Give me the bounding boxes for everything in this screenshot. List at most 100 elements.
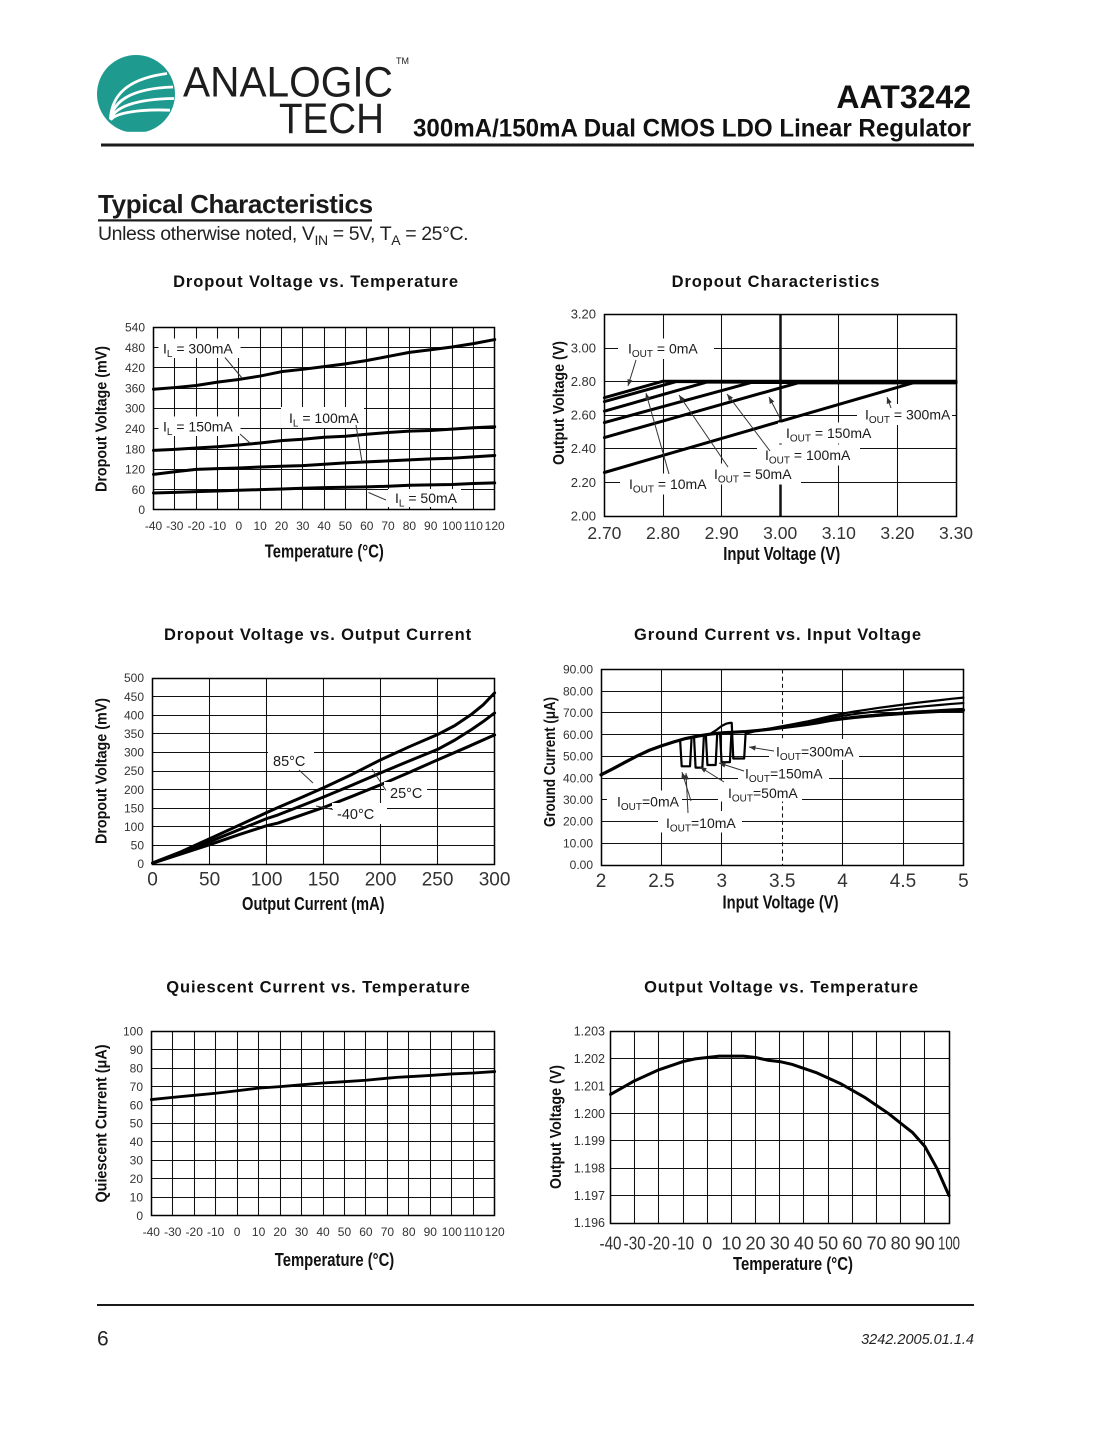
svg-text:40: 40 <box>316 1225 330 1239</box>
svg-text:3.20: 3.20 <box>880 523 914 543</box>
svg-text:2.90: 2.90 <box>705 523 739 543</box>
svg-text:0: 0 <box>235 519 242 533</box>
svg-text:300: 300 <box>479 870 511 891</box>
svg-text:540: 540 <box>125 321 145 335</box>
svg-text:60.00: 60.00 <box>563 728 593 742</box>
svg-text:4.5: 4.5 <box>890 871 916 892</box>
svg-text:70: 70 <box>130 1080 144 1094</box>
svg-text:10: 10 <box>130 1190 144 1204</box>
svg-text:300: 300 <box>124 746 144 760</box>
svg-text:85°C: 85°C <box>273 754 305 770</box>
svg-text:3242.2005.01.1.4: 3242.2005.01.1.4 <box>861 1332 974 1348</box>
svg-text:Output Current (mA): Output Current (mA) <box>242 893 385 914</box>
svg-text:60: 60 <box>842 1234 862 1254</box>
svg-text:80: 80 <box>891 1234 911 1254</box>
svg-text:420: 420 <box>125 361 145 375</box>
svg-text:0: 0 <box>702 1234 712 1254</box>
svg-text:3.10: 3.10 <box>822 523 856 543</box>
svg-text:-10: -10 <box>672 1234 694 1254</box>
svg-text:240: 240 <box>125 422 145 436</box>
svg-text:TM: TM <box>396 56 409 66</box>
svg-text:30: 30 <box>295 1225 309 1239</box>
svg-text:0: 0 <box>137 857 144 871</box>
svg-text:Dropout Voltage vs. Output Cur: Dropout Voltage vs. Output Current <box>164 626 472 644</box>
svg-text:-10: -10 <box>207 1225 225 1239</box>
svg-text:150: 150 <box>308 870 340 891</box>
svg-text:20: 20 <box>130 1172 144 1186</box>
svg-text:110: 110 <box>464 519 483 533</box>
svg-text:50: 50 <box>199 870 220 891</box>
svg-text:Temperature (°C): Temperature (°C) <box>733 1253 853 1274</box>
svg-text:Dropout Voltage (mV): Dropout Voltage (mV) <box>94 346 111 492</box>
svg-text:-40: -40 <box>145 519 163 533</box>
svg-text:50: 50 <box>338 1225 352 1239</box>
svg-text:100: 100 <box>251 870 283 891</box>
svg-text:1.199: 1.199 <box>574 1134 605 1148</box>
svg-text:20: 20 <box>746 1234 766 1254</box>
svg-text:180: 180 <box>125 442 145 456</box>
svg-text:25°C: 25°C <box>390 786 422 802</box>
svg-text:2: 2 <box>596 871 607 892</box>
svg-text:0: 0 <box>234 1225 241 1239</box>
svg-text:30: 30 <box>130 1154 144 1168</box>
svg-text:2.5: 2.5 <box>648 871 674 892</box>
svg-text:ANALOGIC: ANALOGIC <box>183 59 393 107</box>
svg-text:3.20: 3.20 <box>571 307 596 322</box>
svg-text:10.00: 10.00 <box>563 836 593 850</box>
svg-text:20.00: 20.00 <box>563 815 593 829</box>
svg-text:6: 6 <box>97 1328 109 1351</box>
svg-text:80.00: 80.00 <box>563 684 593 698</box>
svg-text:20: 20 <box>273 1225 287 1239</box>
svg-text:90: 90 <box>424 519 438 533</box>
svg-text:Input Voltage (V): Input Voltage (V) <box>723 892 839 913</box>
svg-text:3: 3 <box>717 871 728 892</box>
svg-text:-20: -20 <box>186 1225 204 1239</box>
svg-text:3.00: 3.00 <box>571 340 596 355</box>
svg-text:250: 250 <box>124 764 144 778</box>
svg-text:500: 500 <box>124 671 144 685</box>
svg-text:90: 90 <box>424 1225 438 1239</box>
svg-text:60: 60 <box>360 519 374 533</box>
svg-text:2.20: 2.20 <box>571 475 596 490</box>
svg-text:Typical Characteristics: Typical Characteristics <box>98 189 373 219</box>
svg-text:360: 360 <box>125 381 145 395</box>
svg-text:1.201: 1.201 <box>574 1079 605 1093</box>
svg-text:50: 50 <box>818 1234 838 1254</box>
svg-text:Quiescent Current vs. Temperat: Quiescent Current vs. Temperature <box>166 979 470 997</box>
svg-text:Quiescent Current (μA): Quiescent Current (μA) <box>94 1045 111 1203</box>
svg-text:60: 60 <box>359 1225 373 1239</box>
svg-text:300: 300 <box>125 402 145 416</box>
svg-text:AAT3242: AAT3242 <box>836 79 971 115</box>
svg-text:200: 200 <box>124 783 144 797</box>
svg-text:-20: -20 <box>187 519 205 533</box>
svg-text:50: 50 <box>339 519 353 533</box>
svg-text:IL = 50mA: IL = 50mA <box>395 490 458 510</box>
svg-text:30: 30 <box>770 1234 790 1254</box>
svg-text:IL = 150mA: IL = 150mA <box>163 419 233 439</box>
svg-text:90.00: 90.00 <box>563 663 593 677</box>
svg-text:2.80: 2.80 <box>646 523 680 543</box>
svg-text:70: 70 <box>381 1225 395 1239</box>
svg-text:2.40: 2.40 <box>571 441 596 456</box>
svg-text:-10: -10 <box>209 519 227 533</box>
svg-text:450: 450 <box>124 690 144 704</box>
svg-text:30.00: 30.00 <box>563 793 593 807</box>
svg-text:40: 40 <box>317 519 331 533</box>
svg-text:Input Voltage (V): Input Voltage (V) <box>723 543 840 564</box>
svg-text:Temperature (°C): Temperature (°C) <box>265 541 384 562</box>
svg-text:2.00: 2.00 <box>571 508 596 523</box>
svg-text:100: 100 <box>442 519 462 533</box>
svg-text:-30: -30 <box>624 1234 646 1254</box>
svg-text:0.00: 0.00 <box>570 858 594 872</box>
svg-text:100: 100 <box>124 820 144 834</box>
svg-text:-30: -30 <box>166 519 184 533</box>
svg-text:300mA/150mA Dual CMOS LDO Line: 300mA/150mA Dual CMOS LDO Linear Regulat… <box>413 115 971 143</box>
svg-text:IL = 300mA: IL = 300mA <box>163 341 233 361</box>
svg-text:150: 150 <box>124 801 144 815</box>
svg-text:TECH: TECH <box>279 95 384 143</box>
svg-text:90: 90 <box>915 1234 935 1254</box>
svg-text:40: 40 <box>130 1135 144 1149</box>
svg-text:4: 4 <box>837 871 848 892</box>
svg-text:Ground Current (μA): Ground Current (μA) <box>542 697 559 827</box>
svg-text:80: 80 <box>403 519 417 533</box>
